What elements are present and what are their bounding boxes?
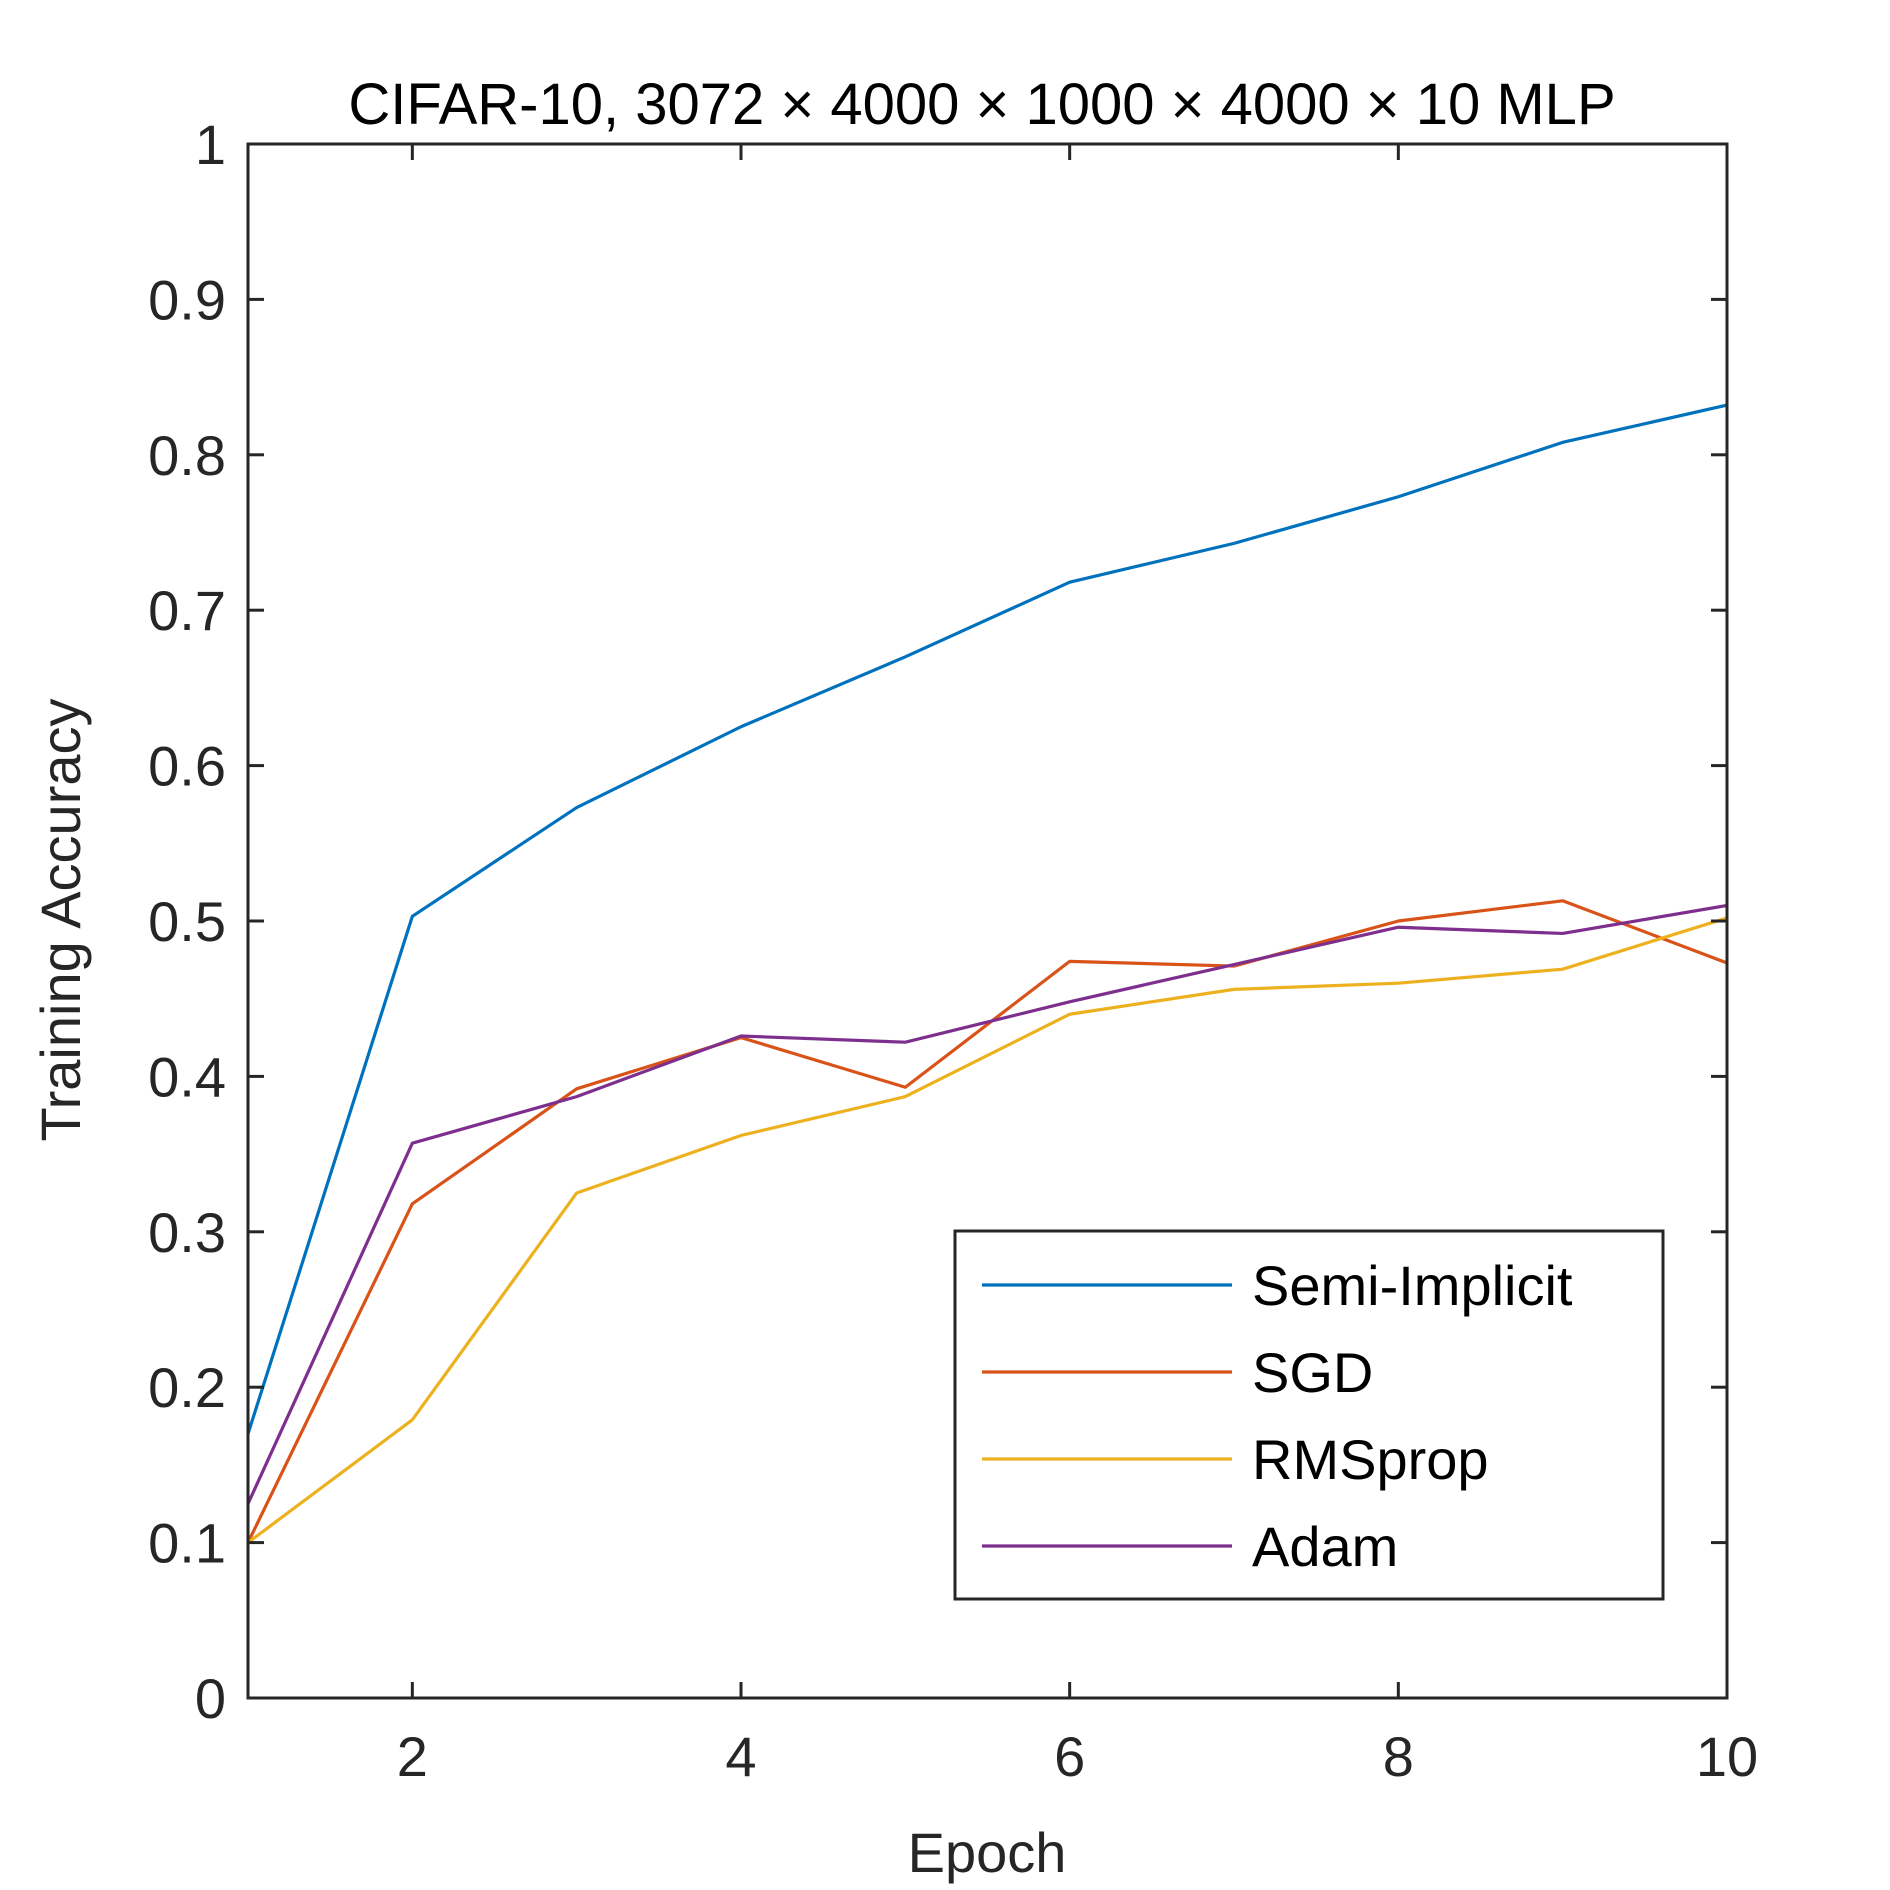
series-line-rmsprop — [248, 916, 1727, 1544]
legend-label: Semi-Implicit — [1252, 1254, 1573, 1317]
y-tick-label: 0.5 — [148, 890, 226, 953]
series-line-adam — [248, 903, 1727, 1505]
legend-label: SGD — [1252, 1341, 1373, 1404]
y-tick-label: 0.4 — [148, 1045, 226, 1108]
y-tick-label: 0.9 — [148, 268, 226, 331]
series-line-semi-implicit — [248, 403, 1727, 1435]
x-tick-label: 8 — [1383, 1725, 1414, 1788]
series-group — [248, 403, 1727, 1544]
chart-title: CIFAR-10, 3072 × 4000 × 1000 × 4000 × 10… — [348, 72, 1615, 137]
legend-label: Adam — [1252, 1515, 1398, 1578]
y-tick-label: 0.8 — [148, 424, 226, 487]
y-tick-label: 0 — [195, 1667, 226, 1730]
x-tick-label: 4 — [725, 1725, 756, 1788]
axes-group: 2 4 6 8 10 0 0.1 0.2 0.3 0.4 0.5 0.6 0.7 0.8 0.9 1 — [148, 113, 1758, 1788]
y-tick-label: 0.1 — [148, 1512, 226, 1575]
y-tick-label: 0.6 — [148, 735, 226, 798]
x-tick-label: 2 — [397, 1725, 428, 1788]
legend: Semi-Implicit SGD RMSprop Adam — [953, 1229, 1665, 1601]
y-tick-label: 0.7 — [148, 579, 226, 642]
y-axis-label: Training Accuracy — [29, 699, 92, 1142]
x-axis-label: Epoch — [908, 1821, 1067, 1884]
legend-label: RMSprop — [1252, 1428, 1489, 1491]
series-line-sgd — [248, 899, 1727, 1544]
y-tick-label: 0.2 — [148, 1356, 226, 1419]
x-tick-label: 10 — [1696, 1725, 1758, 1788]
y-tick-label: 1 — [195, 113, 226, 176]
legend-box — [953, 1229, 1665, 1601]
x-tick-label: 6 — [1054, 1725, 1085, 1788]
y-tick-label: 0.3 — [148, 1201, 226, 1264]
